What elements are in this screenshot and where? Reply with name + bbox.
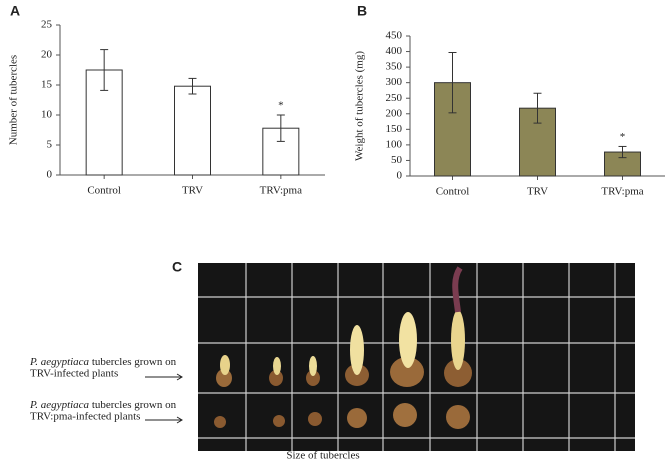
x-tick-label: TRV	[182, 185, 203, 197]
photo-background	[198, 263, 635, 451]
photo-caption: Size of tubercles	[286, 450, 359, 462]
y-tick-label: 50	[391, 154, 403, 166]
photo-label: P. aegyptiaca tubercles grown on	[29, 399, 177, 411]
y-tick-label: 0	[397, 170, 403, 182]
photo	[198, 263, 635, 451]
photo-label: TRV-infected plants	[30, 368, 118, 380]
y-tick-label: 15	[41, 79, 53, 91]
x-tick-label: Control	[87, 185, 121, 197]
y-tick-label: 250	[386, 92, 403, 104]
y-tick-label: 0	[47, 169, 53, 181]
y-tick-label: 10	[41, 109, 53, 121]
y-tick-label: 300	[386, 76, 403, 88]
photo-label: P. aegyptiaca tubercles grown on	[29, 356, 177, 368]
y-tick-label: 150	[386, 123, 403, 135]
species-name: P. aegyptiaca	[29, 399, 90, 411]
panel-letter: B	[357, 3, 367, 19]
y-axis-label: Number of tubercles	[8, 55, 20, 145]
photo-label: TRV:pma-infected plants	[30, 411, 140, 423]
arrows	[145, 373, 183, 424]
tubercles-trv	[216, 266, 472, 387]
species-name: P. aegyptiaca	[29, 356, 90, 368]
y-tick-label: 20	[41, 49, 53, 61]
x-tick-label: TRV:pma	[601, 186, 643, 198]
label-text: tubercles grown on	[89, 356, 177, 368]
panel-letter: C	[172, 259, 182, 275]
y-tick-label: 350	[386, 61, 403, 73]
bar	[174, 85, 211, 176]
y-axis-label: Weight of tubercles (mg)	[354, 51, 366, 161]
y-tick-label: 450	[386, 30, 403, 42]
tubercles-trv-pma	[214, 403, 470, 429]
panel-letter: A	[10, 3, 20, 19]
y-tick-label: 100	[386, 138, 403, 150]
x-tick-label: Control	[436, 186, 470, 198]
significance-mark: *	[620, 131, 626, 143]
label-text: tubercles grown on	[89, 399, 177, 411]
significance-mark: *	[278, 100, 284, 112]
y-tick-label: 200	[386, 107, 403, 119]
x-tick-label: TRV	[527, 186, 548, 198]
y-tick-label: 25	[41, 19, 53, 31]
y-tick-label: 400	[386, 45, 403, 57]
y-tick-label: 5	[47, 139, 53, 151]
x-tick-label: TRV:pma	[260, 185, 302, 197]
